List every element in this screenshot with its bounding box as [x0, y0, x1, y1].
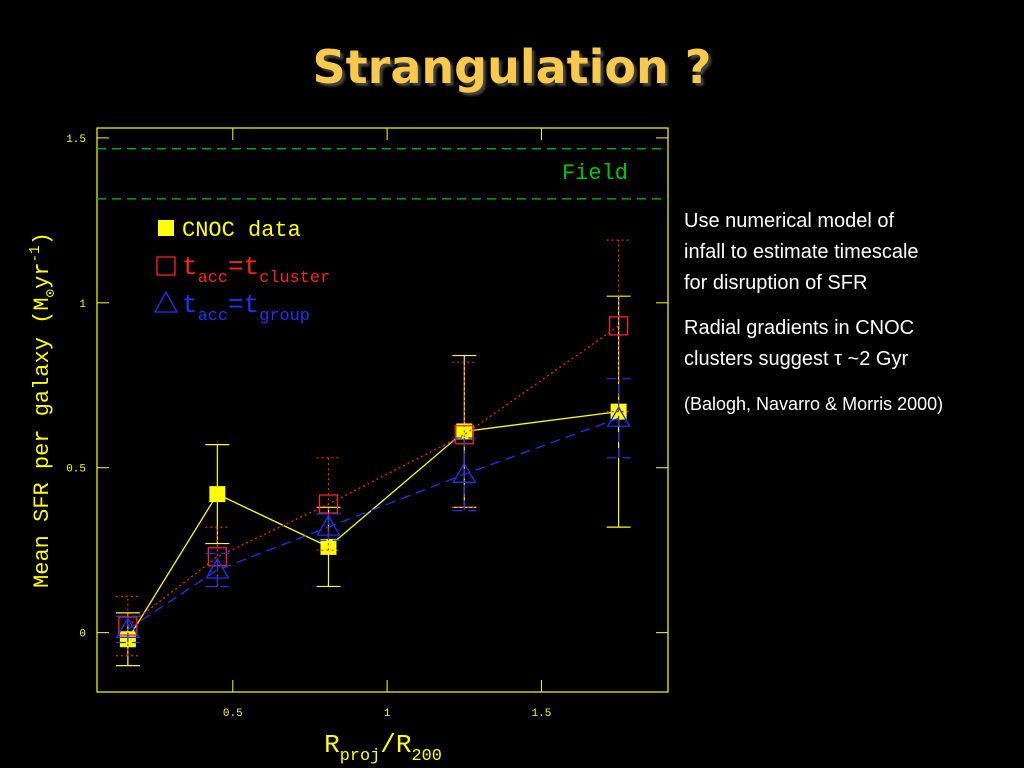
label-part: group — [259, 307, 310, 326]
marker — [608, 316, 629, 336]
series-line — [127, 417, 619, 630]
x-tick-label: 0.5 — [223, 708, 243, 720]
y-tick-label: 0 — [79, 629, 86, 641]
marker — [452, 462, 477, 483]
marker — [606, 405, 631, 427]
text-line: clusters suggest τ ~2 Gyr — [684, 348, 909, 370]
label-part: t — [182, 252, 198, 282]
paragraph: (Balogh, Navarro & Morris 2000) — [684, 389, 1024, 420]
y-tick-label: 0.5 — [66, 464, 86, 476]
marker — [209, 486, 226, 503]
label-part: /R — [380, 730, 411, 760]
marker — [115, 617, 140, 638]
y-tick-label: 1.5 — [66, 134, 86, 146]
y-tick-label: 1 — [79, 299, 86, 311]
text-line: Use numerical model of — [684, 210, 895, 232]
x-tick-label: 1.5 — [532, 708, 552, 720]
label-part: t — [244, 252, 260, 282]
legend-marker — [156, 256, 176, 276]
text-line: infall to estimate timescale — [684, 241, 919, 263]
legend-marker — [158, 220, 174, 236]
label-part: Mean SFR per galaxy (M — [30, 297, 55, 587]
paragraph: Use numerical model of infall to estimate… — [684, 206, 1024, 299]
paragraph: Radial gradients in CNOC clusters suggest… — [684, 313, 1024, 375]
label-part: t — [182, 290, 198, 320]
label-part: = — [228, 252, 244, 282]
marker — [205, 557, 230, 579]
label-part: R — [324, 730, 340, 760]
label: CNOC data — [182, 218, 301, 243]
label-part: acc — [198, 307, 228, 326]
text-line: (Balogh, Navarro & Morris 2000) — [684, 394, 944, 414]
label-part: proj — [340, 747, 381, 766]
label-part: = — [228, 290, 244, 320]
label: tacc=tgroup — [182, 290, 310, 326]
marker — [318, 494, 339, 514]
text-line: for disruption of SFR — [684, 272, 868, 294]
label-part: cluster — [259, 269, 330, 288]
slide-title: Strangulation ? — [312, 40, 712, 94]
x-tick-label: 1 — [384, 708, 391, 720]
label-part: yr — [30, 262, 55, 288]
label-part: t — [244, 290, 260, 320]
marker — [316, 514, 341, 536]
legend-marker — [153, 290, 179, 313]
label: tacc=tcluster — [182, 252, 330, 288]
series-line — [127, 411, 619, 640]
label-part: -1 — [28, 245, 44, 262]
notes: Use numerical model of infall to estimate… — [684, 206, 1024, 434]
label-part: acc — [198, 269, 228, 288]
plot-frame — [96, 127, 669, 693]
marker — [320, 538, 337, 555]
label-part: 200 — [411, 747, 441, 766]
label-part: ) — [30, 232, 55, 245]
text-line: Radial gradients in CNOC — [684, 317, 915, 339]
label: Mean SFR per galaxy (M⊙yr-1) — [28, 232, 59, 588]
label: Rproj/R200 — [324, 730, 442, 766]
label-part: ⊙ — [44, 288, 60, 297]
field-label: Field — [562, 161, 628, 186]
